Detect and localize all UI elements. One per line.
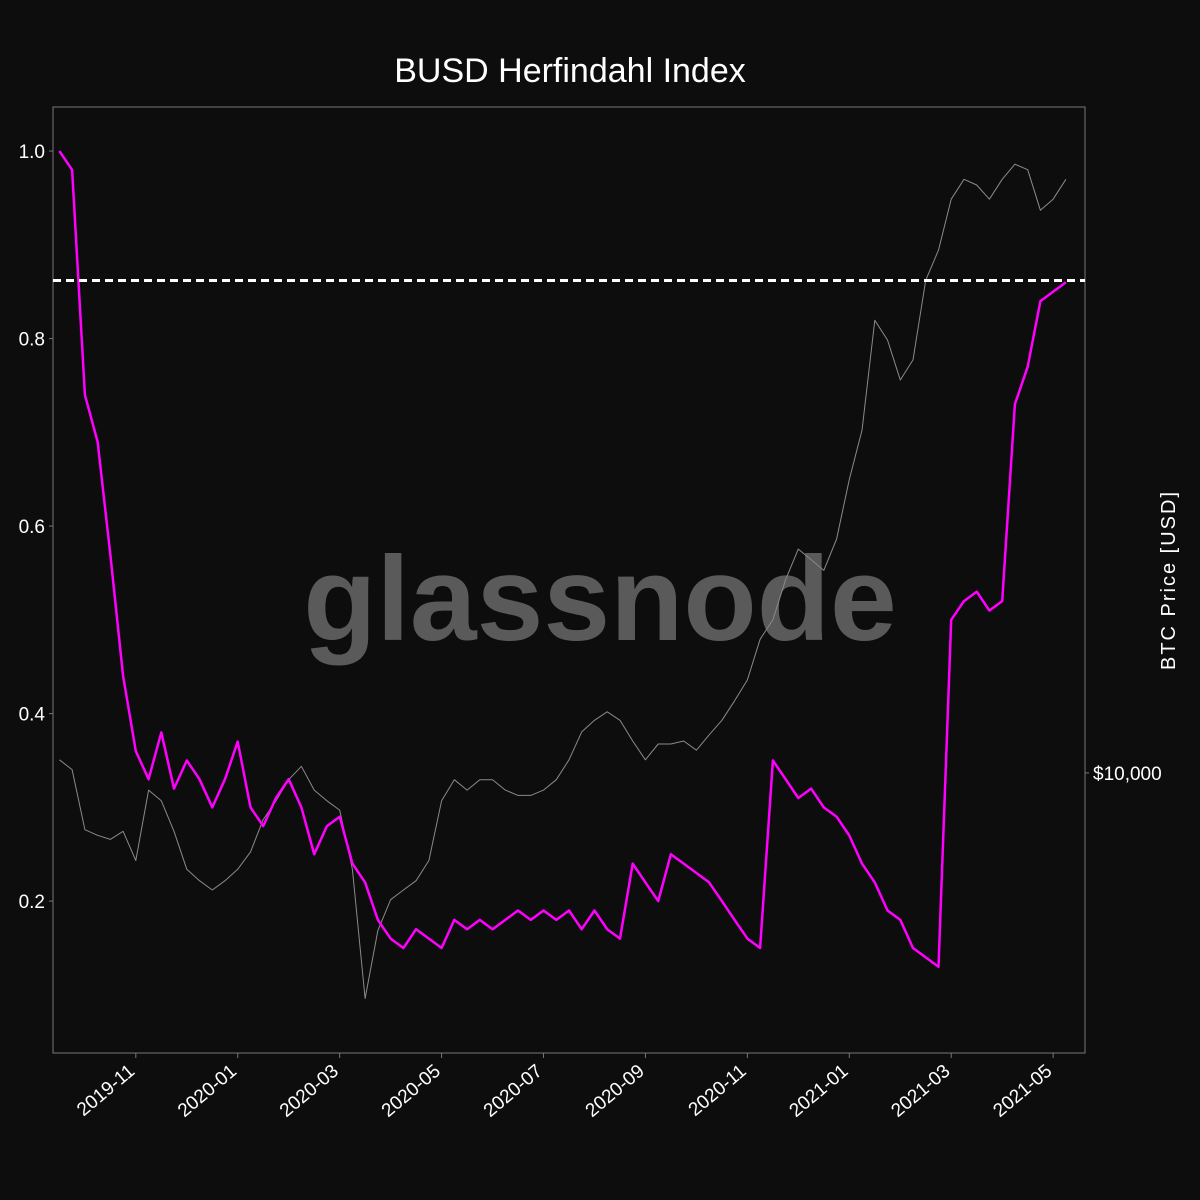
- y-tick-label: 0.4: [19, 705, 46, 726]
- x-tick-label: 2021-03: [888, 1061, 955, 1122]
- x-tick-label: 2021-01: [786, 1061, 853, 1122]
- chart-title: BUSD Herfindahl Index: [394, 52, 746, 90]
- x-tick-label: 2019-11: [73, 1061, 139, 1121]
- price-line: [59, 163, 1067, 999]
- y2-axis-label: BTC Price [USD]: [1158, 490, 1180, 670]
- x-tick-label: 2020-03: [276, 1061, 343, 1122]
- x-tick-label: 2020-11: [685, 1061, 751, 1121]
- y-tick-label: 0.2: [19, 892, 45, 913]
- x-tick-label: 2020-07: [480, 1061, 547, 1122]
- x-tick-label: 2020-05: [378, 1061, 445, 1122]
- plot-frame: [52, 106, 1086, 1054]
- x-tick-label: 2020-09: [582, 1061, 649, 1122]
- y-tick-label: 1.0: [19, 142, 45, 163]
- x-tick-label: 2021-05: [989, 1061, 1056, 1122]
- index-line: [58, 150, 1067, 968]
- x-tick-label: 2020-01: [174, 1061, 241, 1122]
- y2-tick-label: $10,000: [1093, 764, 1162, 785]
- y-tick-label: 0.8: [19, 330, 45, 351]
- y-tick-label: 0.6: [19, 517, 45, 538]
- watermark: glassnode: [303, 532, 897, 666]
